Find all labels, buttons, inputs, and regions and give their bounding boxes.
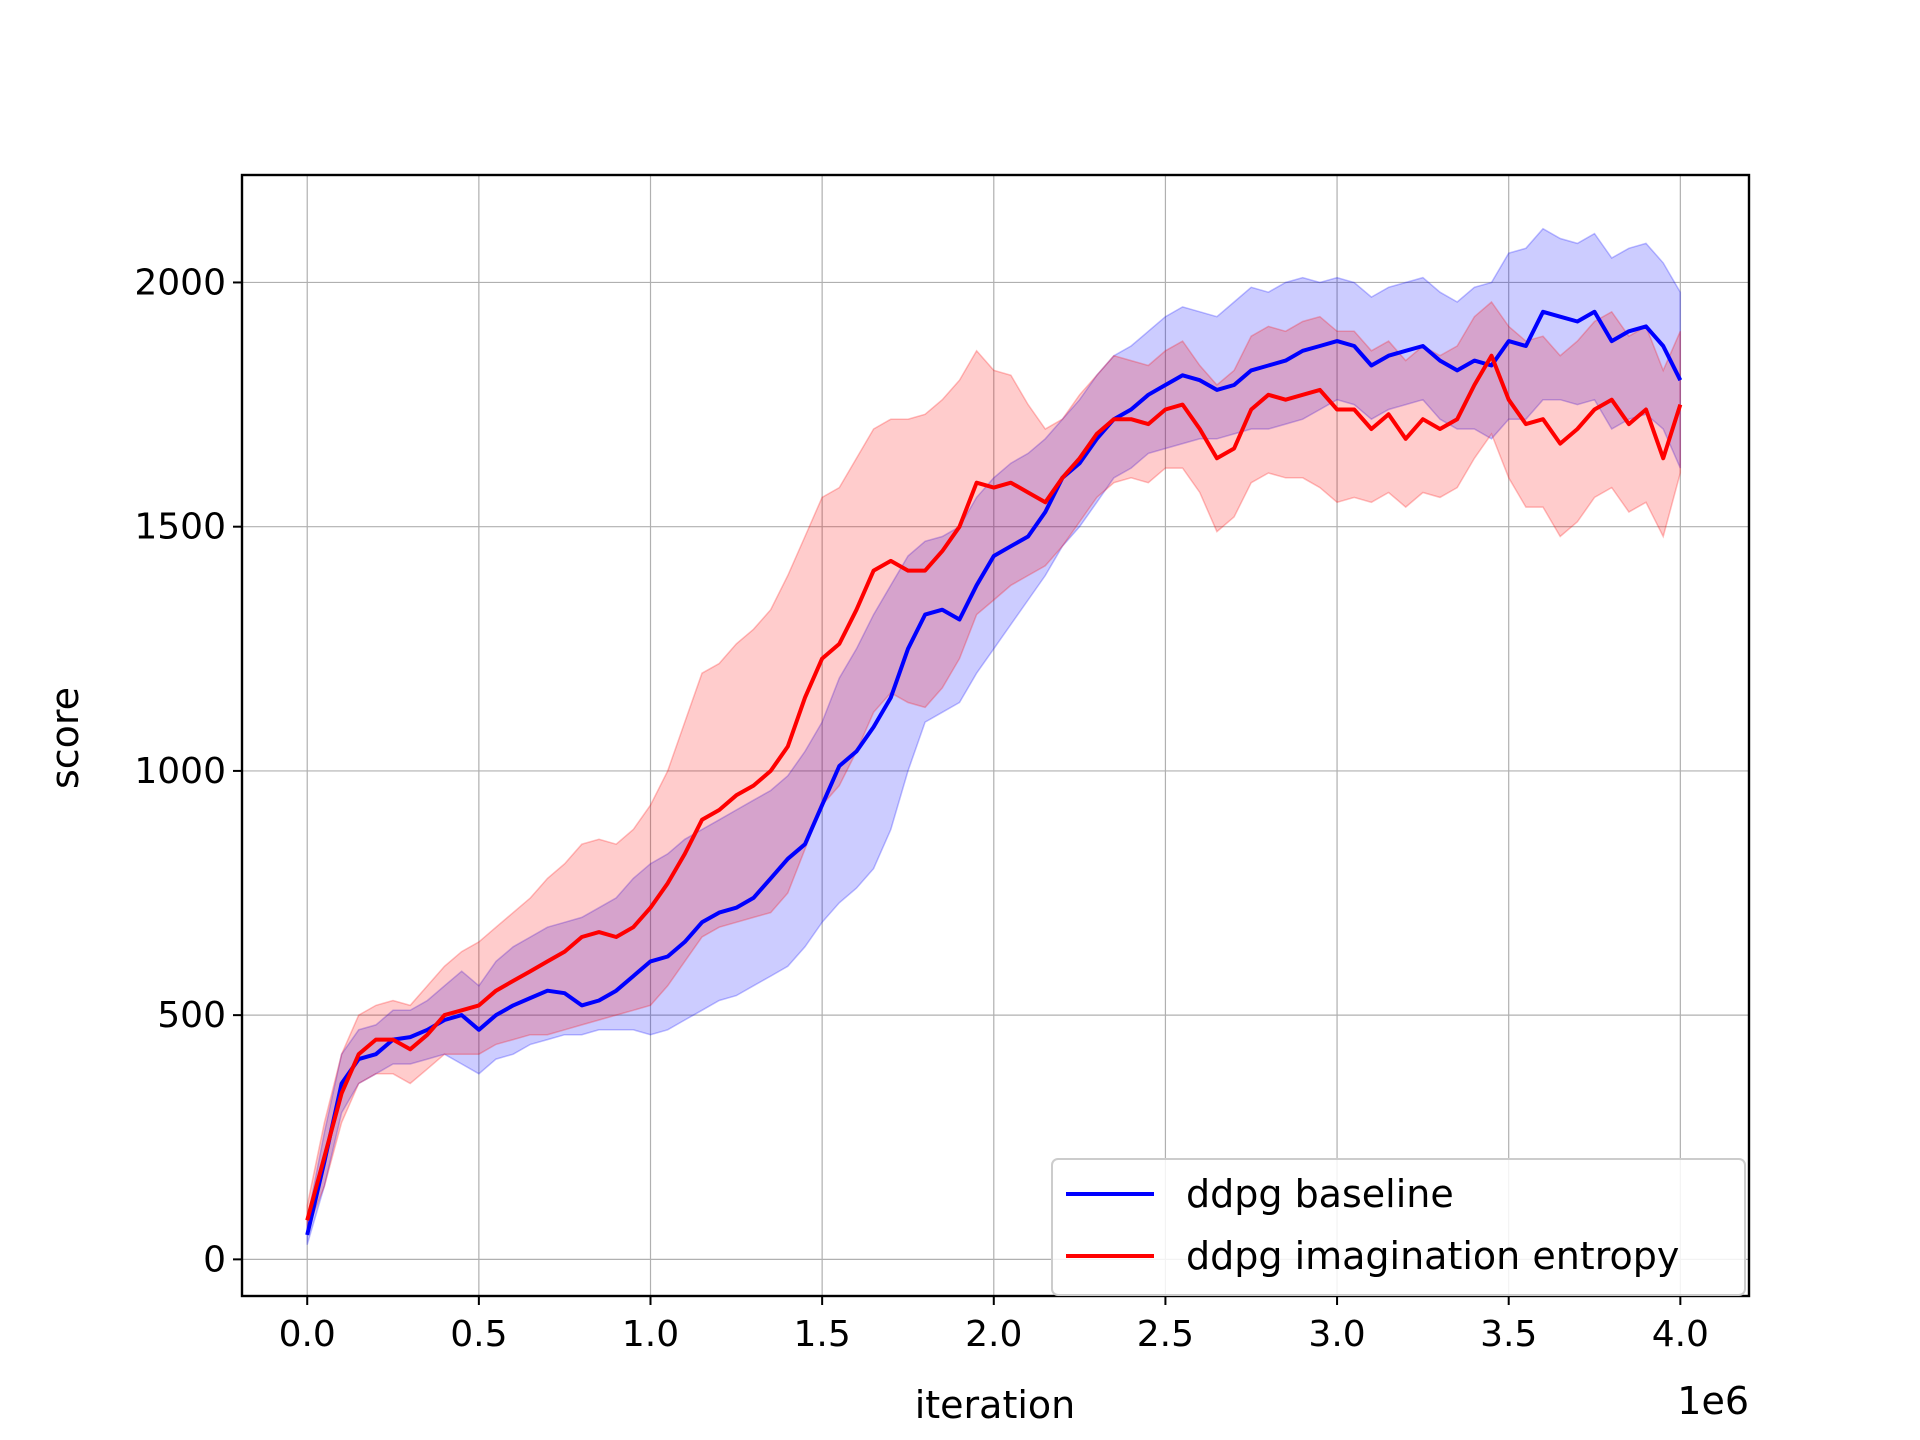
x-tick-label: 2.0 <box>965 1314 1022 1355</box>
x-axis-label: iteration <box>915 1383 1076 1427</box>
x-tick-label: 1.0 <box>622 1314 679 1355</box>
legend-label-ddpg-baseline: ddpg baseline <box>1186 1172 1454 1216</box>
band-ddpg-baseline <box>306 227 1682 1245</box>
y-tick-label: 1500 <box>134 507 226 548</box>
line-ddpg-baseline <box>305 309 1683 1236</box>
legend-label-ddpg-imagination-entropy: ddpg imagination entropy <box>1186 1234 1679 1278</box>
y-tick-label: 500 <box>157 995 226 1036</box>
x-tick-label: 2.5 <box>1137 1314 1194 1355</box>
confidence-bands <box>306 227 1682 1245</box>
series-lines <box>305 309 1683 1236</box>
x-tick-label: 0.5 <box>450 1314 507 1355</box>
y-axis-label: score <box>43 687 87 789</box>
y-axis-ticks: 0 500 1000 1500 2000 <box>134 262 242 1280</box>
line-ddpg-imagination-entropy <box>305 353 1683 1221</box>
legend-box <box>1051 1158 1746 1296</box>
band-ddpg-imagination-entropy <box>306 300 1682 1231</box>
x-tick-label: 1.5 <box>794 1314 851 1355</box>
y-tick-label: 0 <box>203 1239 226 1280</box>
x-tick-label: 3.0 <box>1308 1314 1365 1355</box>
x-axis-offset-label: 1e6 <box>1677 1379 1749 1423</box>
x-tick-label: 0.0 <box>279 1314 336 1355</box>
plot-frame <box>240 173 1751 1298</box>
legend: ddpg baseline ddpg imagination entropy <box>1051 1158 1746 1296</box>
x-tick-label: 3.5 <box>1480 1314 1537 1355</box>
y-tick-label: 2000 <box>134 262 226 303</box>
x-axis-ticks: 0.0 0.5 1.0 1.5 2.0 2.5 3.0 3.5 4.0 <box>279 1296 1709 1355</box>
y-tick-label: 1000 <box>134 751 226 792</box>
x-tick-label: 4.0 <box>1652 1314 1709 1355</box>
